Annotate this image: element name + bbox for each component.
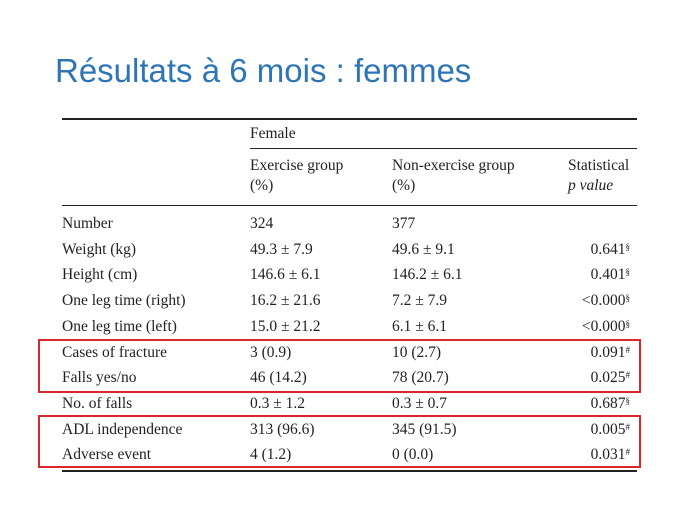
pvalue-mark: #	[625, 447, 631, 457]
pvalue-mark: §	[625, 396, 631, 406]
col-header-exercise-line1: Exercise group	[250, 157, 344, 174]
table-bottom-rule	[62, 470, 637, 472]
pvalue-text: 0.641	[590, 241, 626, 258]
cell-nonexercise: 7.2 ± 7.9	[392, 292, 448, 309]
row-label: Adverse event	[62, 446, 152, 463]
row-label: ADL independence	[62, 421, 183, 438]
row-label: Height (cm)	[62, 266, 138, 283]
pvalue-text: 0.025	[590, 369, 626, 386]
cell-nonexercise: 0 (0.0)	[392, 446, 434, 463]
cell-pvalue: 0.031#	[591, 446, 630, 464]
row-label: Falls yes/no	[62, 369, 137, 386]
pvalue-text: 0.091	[590, 344, 626, 361]
pvalue-mark: §	[625, 267, 631, 277]
row-label: Number	[62, 215, 113, 232]
highlight-box-fracture-falls	[38, 339, 641, 393]
row-label: Weight (kg)	[62, 241, 137, 258]
cell-nonexercise: 10 (2.7)	[392, 344, 442, 361]
highlight-box-adl-adverse	[38, 415, 641, 468]
pvalue-mark: #	[625, 345, 631, 355]
cell-nonexercise: 345 (91.5)	[392, 421, 457, 438]
pvalue-text: 0.401	[590, 266, 626, 283]
row-label: Cases of fracture	[62, 344, 168, 361]
col-header-pvalue-line2: p value	[568, 177, 614, 194]
pvalue-text: 0.687	[590, 395, 626, 412]
cell-exercise: 313 (96.6)	[250, 421, 315, 438]
cell-pvalue: <0.000§	[582, 292, 630, 310]
header-bottom-rule	[62, 205, 637, 206]
pvalue-text: 0.031	[590, 446, 626, 463]
col-header-pvalue-line1: Statistical	[568, 157, 630, 174]
cell-pvalue: 0.025#	[591, 369, 630, 387]
cell-nonexercise: 6.1 ± 6.1	[392, 318, 448, 335]
cell-pvalue: <0.000§	[582, 318, 630, 336]
row-label: One leg time (right)	[62, 292, 186, 309]
cell-exercise: 0.3 ± 1.2	[250, 395, 306, 412]
pvalue-text: <0.000	[581, 292, 626, 309]
pvalue-mark: §	[625, 242, 631, 252]
slide-title: Résultats à 6 mois : femmes	[55, 52, 472, 89]
cell-exercise: 46 (14.2)	[250, 369, 307, 386]
cell-pvalue: 0.687§	[591, 395, 630, 413]
cell-exercise: 15.0 ± 21.2	[250, 318, 321, 335]
cell-exercise: 16.2 ± 21.6	[250, 292, 321, 309]
table-top-rule	[62, 118, 637, 120]
cell-nonexercise: 377	[392, 215, 416, 232]
cell-pvalue: 0.401§	[591, 266, 630, 284]
cell-nonexercise: 146.2 ± 6.1	[392, 266, 463, 283]
row-label: One leg time (left)	[62, 318, 177, 335]
pvalue-mark: #	[625, 422, 631, 432]
cell-pvalue: 0.091#	[591, 344, 630, 362]
col-header-exercise-line2: (%)	[250, 177, 274, 194]
cell-nonexercise: 49.6 ± 9.1	[392, 241, 455, 258]
col-header-nonexercise-line1: Non-exercise group	[392, 157, 515, 174]
cell-pvalue: 0.005#	[591, 421, 630, 439]
pvalue-mark: §	[625, 319, 631, 329]
pvalue-mark: §	[625, 293, 631, 303]
pvalue-text: 0.005	[590, 421, 626, 438]
cell-exercise: 3 (0.9)	[250, 344, 292, 361]
pvalue-text: <0.000	[581, 318, 626, 335]
cell-nonexercise: 78 (20.7)	[392, 369, 449, 386]
col-header-nonexercise-line2: (%)	[392, 177, 416, 194]
row-label: No. of falls	[62, 395, 133, 412]
cell-exercise: 324	[250, 215, 274, 232]
group-header-female: Female	[250, 125, 296, 142]
pvalue-mark: #	[625, 370, 631, 380]
group-header-rule	[250, 148, 637, 149]
cell-pvalue: 0.641§	[591, 241, 630, 259]
cell-exercise: 146.6 ± 6.1	[250, 266, 321, 283]
cell-exercise: 49.3 ± 7.9	[250, 241, 313, 258]
cell-exercise: 4 (1.2)	[250, 446, 292, 463]
cell-nonexercise: 0.3 ± 0.7	[392, 395, 448, 412]
